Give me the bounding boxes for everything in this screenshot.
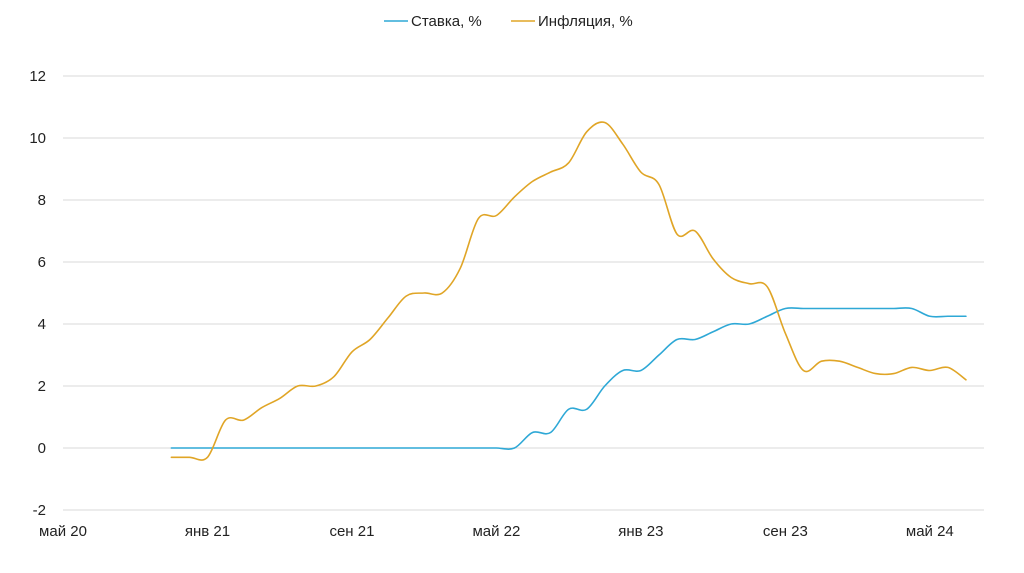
y-tick-label: 4 [38,316,46,333]
y-axis: -2 0 2 4 6 8 10 12 [29,68,46,519]
series-line-inflation [170,121,967,461]
x-tick-label: май 20 [39,523,87,540]
x-tick-label: янв 23 [618,523,663,540]
series-lines [170,121,967,461]
legend-label: Ставка, % [411,13,482,30]
legend-label: Инфляция, % [538,13,633,30]
gridlines [63,75,984,511]
y-tick-label: 0 [38,440,46,457]
x-axis: май 20 янв 21 сен 21 май 22 янв 23 сен 23 май … [39,523,954,540]
y-tick-label: 10 [29,130,46,147]
x-tick-label: сен 21 [329,523,374,540]
series-line-rate [170,307,967,450]
x-tick-label: сен 23 [763,523,808,540]
legend: Ставка, % Инфляция, % [384,13,633,30]
y-tick-label: 12 [29,68,46,85]
y-tick-label: 2 [38,378,46,395]
y-tick-label: 6 [38,254,46,271]
x-tick-label: май 22 [472,523,520,540]
x-tick-label: янв 21 [185,523,230,540]
y-tick-label: -2 [33,502,46,519]
y-tick-label: 8 [38,192,46,209]
x-tick-label: май 24 [906,523,954,540]
